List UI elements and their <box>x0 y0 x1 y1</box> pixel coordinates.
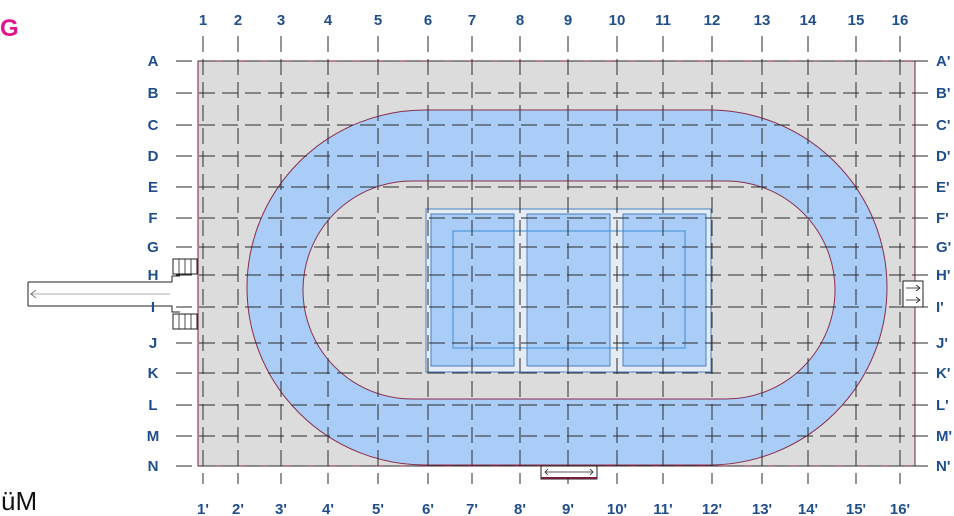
column-label-bottom: 9' <box>562 501 574 516</box>
row-label-right: E' <box>936 179 950 196</box>
column-label-bottom: 8' <box>514 501 526 516</box>
column-label-top: 15 <box>848 12 865 29</box>
row-label-left: A <box>148 53 159 70</box>
column-label-bottom: 3' <box>275 501 287 516</box>
column-grid-lines <box>202 36 901 484</box>
column-label-bottom: 11' <box>653 501 672 516</box>
column-label-top: 5 <box>374 12 382 29</box>
column-label-top: 9 <box>564 12 572 29</box>
row-label-right: F' <box>936 210 949 227</box>
court-inner-frame <box>452 230 686 349</box>
bottom-entrance-icon <box>540 465 598 480</box>
row-label-right: K' <box>936 365 950 382</box>
row-label-right: B' <box>936 85 950 102</box>
grid-labels: 1 2 3 4 5 6 7 8 9 10 11 12 13 14 15 161' 2' 3' 4' 5' 6' 7' 8' 9… <box>147 12 952 516</box>
row-label-right: I' <box>936 299 944 316</box>
row-label-left: F <box>148 210 157 227</box>
row-label-right: H' <box>936 267 950 284</box>
column-label-bottom: 12' <box>702 501 722 516</box>
row-label-left: C <box>148 117 159 134</box>
row-label-left: H <box>148 267 159 284</box>
column-label-bottom: 13' <box>752 501 772 516</box>
column-label-top: 12 <box>704 12 721 29</box>
column-label-bottom: 6' <box>422 501 434 516</box>
corner-mark: G <box>0 15 19 42</box>
court-3 <box>622 213 707 367</box>
row-label-right: C' <box>936 117 950 134</box>
column-label-bottom: 2' <box>232 501 244 516</box>
row-label-right: N' <box>936 458 950 475</box>
row-label-right: G' <box>936 239 951 256</box>
column-label-top: 16 <box>892 12 909 29</box>
column-label-top: 1 <box>199 12 207 29</box>
column-label-top: 2 <box>234 12 242 29</box>
right-entrance-icon <box>902 280 924 308</box>
column-label-top: 10 <box>609 12 626 29</box>
column-label-bottom: 7' <box>466 501 478 516</box>
column-label-top: 6 <box>424 12 432 29</box>
column-label-top: 3 <box>277 12 285 29</box>
column-label-top: 8 <box>516 12 524 29</box>
column-label-bottom: 14' <box>798 501 818 516</box>
row-label-right: A' <box>936 53 950 70</box>
left-entrance-icon <box>27 275 180 313</box>
row-label-left: I <box>151 299 155 316</box>
row-label-right: J' <box>936 335 948 352</box>
stair-icon <box>172 258 198 330</box>
row-label-right: L' <box>936 397 949 414</box>
row-label-left: M <box>147 428 160 445</box>
row-grid-lines <box>176 60 930 467</box>
row-label-left: G <box>147 239 159 256</box>
column-label-bottom: 15' <box>846 501 866 516</box>
column-label-bottom: 1' <box>197 501 209 516</box>
row-label-left: E <box>148 179 158 196</box>
column-label-bottom: 10' <box>607 501 627 516</box>
column-label-top: 11 <box>655 12 671 29</box>
column-label-top: 14 <box>800 12 817 29</box>
column-label-bottom: 16' <box>890 501 910 516</box>
row-label-left: K <box>148 365 159 382</box>
row-label-left: B <box>148 85 159 102</box>
row-label-right: M' <box>936 428 952 445</box>
row-label-left: J <box>149 335 157 352</box>
column-label-bottom: 4' <box>322 501 334 516</box>
row-label-left: N <box>148 458 159 475</box>
column-label-top: 13 <box>754 12 771 29</box>
row-label-right: D' <box>936 148 950 165</box>
row-label-left: L <box>148 397 157 414</box>
column-label-top: 4 <box>324 12 333 29</box>
column-label-bottom: 5' <box>372 501 384 516</box>
column-label-top: 7 <box>468 12 476 29</box>
row-label-left: D <box>148 148 159 165</box>
corner-text: üM <box>1 486 37 516</box>
